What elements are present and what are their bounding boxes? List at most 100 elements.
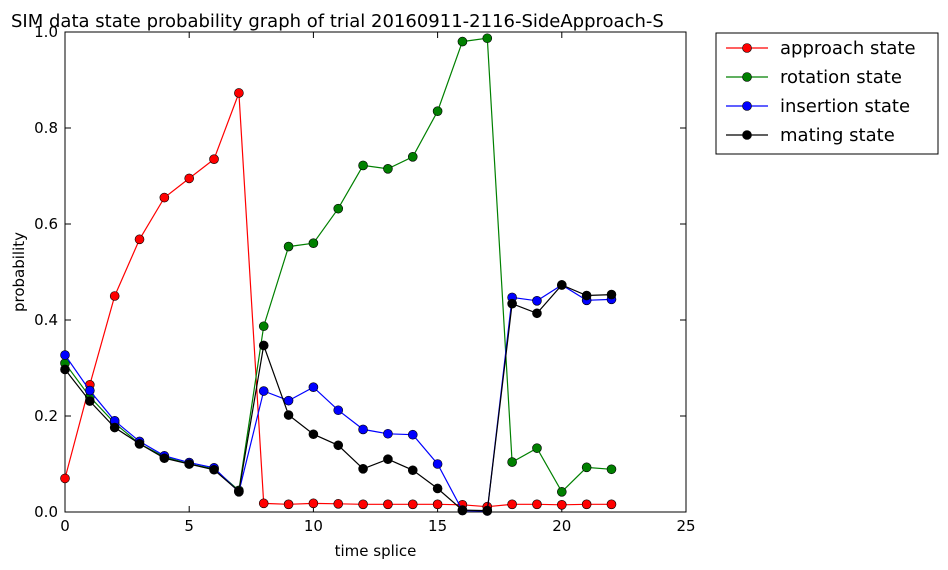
data-point (507, 457, 517, 467)
data-point (283, 241, 294, 252)
data-point (407, 429, 418, 440)
legend-box (715, 32, 939, 155)
data-point (581, 290, 592, 301)
data-point (333, 203, 344, 214)
x-tick-label: 0 (60, 517, 70, 535)
y-axis: 0.0 0.2 0.4 0.6 0.8 1.0 (34, 23, 686, 521)
y-tick-label: 0.0 (34, 503, 58, 521)
data-point (556, 487, 567, 497)
data-point (581, 462, 592, 473)
data-point (209, 154, 219, 164)
data-point (258, 498, 269, 509)
data-point (507, 298, 517, 309)
x-tick-label: 15 (428, 517, 447, 535)
data-point (60, 364, 70, 375)
data-point (407, 499, 418, 510)
legend-label: insertion state (780, 96, 910, 117)
data-point (283, 395, 294, 406)
data-point (283, 499, 294, 510)
data-point (457, 505, 468, 515)
x-tick-label: 25 (676, 517, 695, 535)
x-tick-label: 20 (552, 517, 571, 535)
data-point (234, 486, 244, 497)
data-point (258, 321, 269, 332)
data-point (383, 164, 393, 174)
y-tick-label: 0.8 (34, 119, 58, 137)
data-point (556, 499, 567, 510)
data-point (358, 499, 368, 510)
data-point (432, 499, 443, 510)
legend-swatch-marker (742, 101, 752, 111)
y-tick-label: 0.6 (34, 215, 58, 233)
plot-frame (64, 31, 687, 513)
x-axis-label: time splice (335, 542, 417, 560)
data-point (407, 152, 418, 162)
data-point (60, 350, 70, 360)
data-point (606, 499, 617, 510)
data-point (184, 459, 194, 469)
data-point (333, 499, 344, 509)
data-point (532, 443, 542, 453)
data-point (134, 439, 145, 449)
y-tick-label: 1.0 (34, 23, 58, 41)
data-point (258, 386, 269, 396)
y-tick-label: 0.4 (34, 311, 58, 329)
data-point (606, 464, 617, 475)
series-mating-state (60, 280, 617, 516)
data-point (507, 499, 517, 510)
data-point (333, 440, 344, 451)
x-tick-label: 10 (304, 517, 323, 535)
y-axis-label: probability (10, 232, 28, 312)
legend-item: rotation state (726, 67, 902, 88)
series-layer (60, 33, 617, 516)
data-point (532, 295, 542, 306)
data-point (184, 173, 194, 184)
data-point (358, 463, 368, 474)
data-point (283, 410, 294, 420)
data-point (556, 280, 567, 290)
data-point (606, 289, 617, 300)
data-point (482, 33, 493, 44)
data-point (109, 422, 120, 433)
data-point (258, 340, 269, 351)
plot-area (64, 31, 687, 513)
chart-title: SIM data state probability graph of tria… (11, 11, 664, 32)
x-tick-label: 5 (184, 517, 194, 535)
data-point (407, 465, 418, 476)
legend-swatch-marker (742, 72, 752, 82)
data-point (358, 160, 368, 171)
legend: approach state rotation state insertion st… (715, 32, 939, 155)
legend-item: approach state (726, 38, 916, 59)
data-point (383, 499, 393, 510)
data-point (234, 88, 244, 98)
data-point (109, 291, 120, 301)
data-point (432, 459, 443, 469)
data-point (209, 464, 219, 475)
data-point (532, 308, 542, 319)
data-point (60, 473, 70, 484)
data-point (308, 498, 319, 509)
legend-label: mating state (780, 125, 895, 146)
legend-item: mating state (726, 125, 895, 146)
data-point (308, 429, 319, 440)
data-point (432, 483, 443, 494)
data-point (85, 396, 95, 406)
data-point (581, 499, 592, 510)
data-point (482, 505, 493, 516)
data-point (134, 234, 145, 245)
legend-swatch-marker (742, 43, 752, 53)
data-point (383, 454, 393, 465)
data-point (457, 36, 468, 47)
data-point (308, 382, 319, 393)
data-point (308, 238, 319, 248)
legend-label: rotation state (780, 67, 902, 88)
data-point (333, 405, 344, 416)
data-point (159, 453, 170, 464)
data-point (159, 192, 170, 203)
legend-item: insertion state (726, 96, 910, 117)
data-point (358, 424, 368, 435)
data-point (432, 106, 443, 116)
data-point (383, 428, 393, 439)
legend-label: approach state (780, 38, 916, 59)
